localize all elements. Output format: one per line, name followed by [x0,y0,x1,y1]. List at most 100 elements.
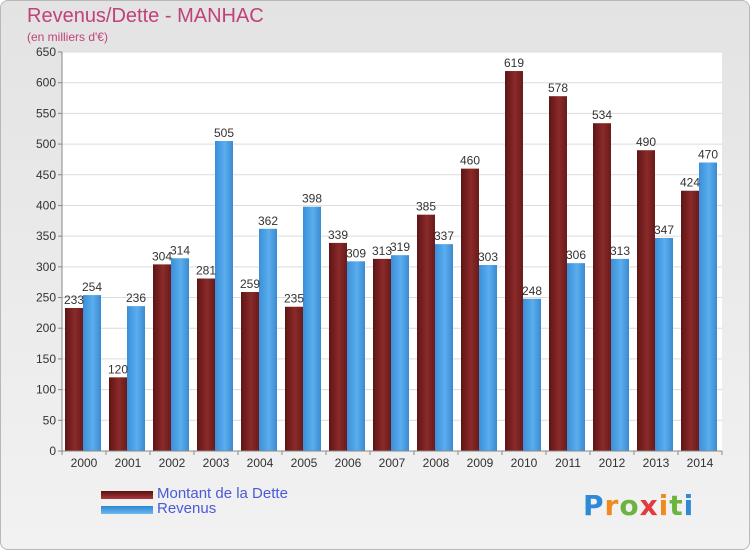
bar-revenus-2008 [435,244,453,451]
x-tick-label: 2005 [291,456,318,470]
data-label-dette-2013: 490 [636,135,656,149]
bar-revenus-2002 [171,258,189,451]
data-label-revenus-2000: 254 [82,280,102,294]
x-tick-label: 2003 [203,456,230,470]
data-label-revenus-2008: 337 [434,229,454,243]
bar-dette-2009 [461,168,479,451]
x-tick-label: 2004 [247,456,274,470]
bar-revenus-2005 [303,206,321,451]
y-tick-label: 0 [49,444,56,458]
data-label-revenus-2012: 313 [610,244,630,258]
y-tick-label: 100 [36,383,56,397]
bar-revenus-2007 [391,255,409,451]
data-label-dette-2004: 259 [240,277,260,291]
x-tick-label: 2008 [423,456,450,470]
bar-revenus-2014 [699,162,717,451]
data-label-revenus-2005: 398 [302,192,322,206]
y-tick-label: 200 [36,321,56,335]
bar-dette-2004 [241,292,259,451]
bar-dette-2010 [505,71,523,451]
x-tick-label: 2010 [511,456,538,470]
data-label-dette-2009: 460 [460,154,480,168]
data-label-dette-2006: 339 [328,228,348,242]
x-tick-label: 2007 [379,456,406,470]
legend-swatch-revenus [101,506,153,514]
data-label-dette-2005: 235 [284,292,304,306]
data-label-revenus-2001: 236 [126,291,146,305]
y-tick-label: 450 [36,168,56,182]
chart-subtitle: (en milliers d'€) [27,30,108,44]
axes: 0 50 100 150 200 250 300 350 400 450 500 550 600 650 2… [36,45,723,470]
y-tick-label: 500 [36,137,56,151]
bar-dette-2005 [285,306,303,451]
bar-dette-2006 [329,242,347,451]
data-label-dette-2010: 619 [504,56,524,70]
data-label-revenus-2014: 470 [698,147,718,161]
data-label-revenus-2004: 362 [258,214,278,228]
data-label-revenus-2006: 309 [346,246,366,260]
bar-revenus-2001 [127,306,145,451]
bar-revenus-2006 [347,261,365,451]
legend-label-dette: Montant de la Dette [157,485,288,502]
bar-dette-2014 [681,190,699,451]
bar-revenus-2012 [611,258,629,451]
x-tick-label: 2002 [159,456,186,470]
bar-revenus-2009 [479,265,497,451]
bar-dette-2002 [153,264,171,451]
x-tick-label: 2006 [335,456,362,470]
y-tick-label: 600 [36,76,56,90]
x-tick-label: 2014 [687,456,714,470]
y-tick-label: 350 [36,229,56,243]
y-tick-label: 550 [36,106,56,120]
data-label-revenus-2002: 314 [170,243,190,257]
legend-swatch-dette [101,491,153,499]
data-label-dette-2001: 120 [108,362,128,376]
bar-revenus-2003 [215,141,233,451]
bar-revenus-2010 [523,298,541,451]
data-label-revenus-2011: 306 [566,248,586,262]
data-label-dette-2011: 578 [548,81,568,95]
bar-dette-2001 [109,377,127,451]
bar-dette-2007 [373,258,391,451]
x-tick-label: 2011 [555,456,581,470]
bar-revenus-2013 [655,237,673,451]
x-tick-label: 2000 [71,456,98,470]
data-label-revenus-2010: 248 [522,284,542,298]
bar-revenus-2004 [259,228,277,451]
data-label-revenus-2013: 347 [654,223,674,237]
bar-revenus-2000 [83,295,101,451]
bar-dette-2000 [65,307,83,451]
data-label-revenus-2009: 303 [478,250,498,264]
data-label-dette-2014: 424 [680,176,700,190]
bars [65,71,717,452]
data-label-revenus-2003: 505 [214,126,234,140]
data-label-dette-2012: 534 [592,108,612,122]
bar-dette-2012 [593,123,611,452]
bar-revenus-2011 [567,263,585,451]
x-tick-label: 2009 [467,456,494,470]
x-tick-label: 2013 [643,456,670,470]
data-label-revenus-2007: 319 [390,240,410,254]
data-label-dette-2007: 313 [372,244,392,258]
y-tick-label: 250 [36,291,56,305]
data-label-dette-2008: 385 [416,200,436,214]
x-tick-label: 2001 [115,456,142,470]
y-tick-label: 650 [36,45,56,59]
data-label-dette-2000: 233 [64,293,84,307]
y-tick-label: 50 [43,413,57,427]
data-label-dette-2003: 281 [196,264,216,278]
proxiti-logo: Proxiti [583,489,695,522]
y-tick-label: 400 [36,198,56,212]
bar-dette-2011 [549,96,567,451]
y-tick-label: 150 [36,352,56,366]
bar-dette-2008 [417,214,435,451]
bar-dette-2003 [197,278,215,451]
legend-label-revenus: Revenus [157,500,217,517]
y-tick-label: 300 [36,260,56,274]
bar-dette-2013 [637,150,655,451]
chart-title: Revenus/Dette - MANHAC [27,5,264,27]
x-tick-label: 2012 [599,456,626,470]
